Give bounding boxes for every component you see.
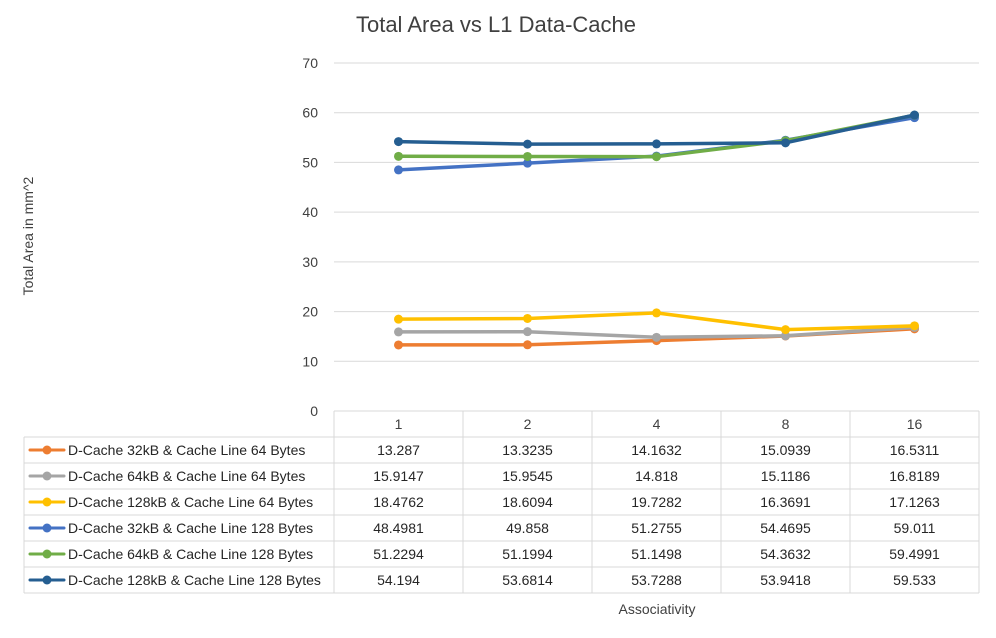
data-table-cell: 54.194 [377,572,420,588]
y-tick-label: 70 [302,55,318,71]
legend-entry: D-Cache 32kB & Cache Line 128 Bytes [68,520,313,536]
data-table-cell: 53.6814 [502,572,553,588]
data-point [781,331,790,341]
y-axis-title: Total Area in mm^2 [20,176,36,295]
data-point [910,110,919,120]
data-table-cell: 18.6094 [502,494,553,510]
y-tick-label: 60 [302,105,318,121]
chart-title: Total Area vs L1 Data-Cache [356,12,636,37]
y-tick-label: 30 [302,254,318,270]
data-table-cell: 59.533 [893,572,936,588]
data-table-cell: 59.011 [894,520,936,536]
data-table-cell: 54.4695 [760,520,811,536]
y-axis-ticks: 0 10 20 30 40 50 60 70 [302,55,318,419]
data-point [523,327,532,337]
data-table-cell: 15.9147 [373,468,424,484]
series-line [396,113,917,159]
data-point [652,139,661,149]
data-table-cell: 15.1186 [761,468,811,484]
gridlines [334,62,979,362]
y-tick-label: 0 [310,403,318,419]
y-tick-label: 50 [302,154,318,170]
data-table-cell: 18.4762 [373,494,424,510]
legend-swatch-marker [42,575,52,585]
data-point [394,151,403,161]
legend-swatch-marker [42,523,52,533]
data-table-cell: 14.1632 [631,442,682,458]
data-point [394,137,403,147]
data-table-cell: 51.2294 [373,546,424,562]
data-point [394,327,403,337]
data-table-cell: 14.818 [635,468,678,484]
data-point [652,308,661,318]
data-point [523,313,532,323]
data-table-cell: 16.5311 [890,442,940,458]
data-table-cell: 13.287 [377,442,420,458]
data-table-cell: 16.8189 [889,468,940,484]
x-tick-label: 1 [395,416,403,432]
data-table-cell: 53.9418 [760,572,811,588]
data-point [652,332,661,342]
x-axis-title: Associativity [618,601,695,617]
data-table-cell: 17.1263 [889,494,940,510]
series-lines [394,110,919,350]
data-table-cell: 16.3691 [760,494,811,510]
data-point [652,152,661,162]
legend-entry: D-Cache 128kB & Cache Line 64 Bytes [68,494,313,510]
data-point [910,321,919,331]
legend-entry: D-Cache 64kB & Cache Line 64 Bytes [68,468,305,484]
x-tick-label: 4 [653,416,661,432]
data-point [394,314,403,324]
legend-swatch-marker [42,549,52,559]
data-table-cell: 15.9545 [502,468,553,484]
y-tick-label: 10 [302,353,318,369]
y-tick-label: 20 [302,304,318,320]
data-point [523,340,532,350]
data-point [394,165,403,175]
x-tick-label: 8 [782,416,790,432]
data-point [781,325,790,335]
x-tick-label: 2 [524,416,532,432]
data-table-cell: 15.0939 [760,442,811,458]
data-table-cell: 51.2755 [631,520,682,536]
data-point [523,139,532,149]
legend-entry: D-Cache 64kB & Cache Line 128 Bytes [68,546,313,562]
data-table-cell: 54.3632 [760,546,811,562]
data-table-cell: 59.4991 [889,546,940,562]
data-table-cell: 53.7288 [631,572,682,588]
data-table-cell: 19.7282 [631,494,682,510]
data-point [394,340,403,350]
y-tick-label: 40 [302,204,318,220]
x-tick-label: 16 [907,416,923,432]
data-table-cell: 49.858 [506,520,549,536]
data-point [523,151,532,161]
data-table-cell: 13.3235 [502,442,553,458]
data-point [781,138,790,148]
legend-entry: D-Cache 128kB & Cache Line 128 Bytes [68,572,321,588]
data-table-cell: 48.4981 [373,520,424,536]
legend-entry: D-Cache 32kB & Cache Line 64 Bytes [68,442,305,458]
data-table-cell: 51.1994 [502,546,553,562]
legend-swatch-marker [42,445,52,455]
legend-swatch-marker [42,497,52,507]
data-table-cell: 51.1498 [631,546,682,562]
data-table: 1 2 4 8 16 D-Cache 32kB & Cache Line 64 Bytes… [23,410,980,594]
data-point [523,158,532,168]
legend-swatch-marker [42,471,52,481]
